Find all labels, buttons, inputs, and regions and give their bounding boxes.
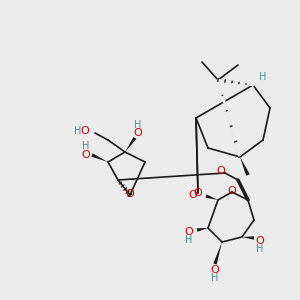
Text: H: H	[259, 72, 267, 82]
Text: H: H	[74, 126, 81, 136]
Text: O: O	[134, 128, 142, 138]
Text: H: H	[134, 120, 142, 130]
Text: O: O	[82, 150, 90, 160]
Text: O: O	[80, 126, 89, 136]
Polygon shape	[91, 153, 108, 162]
Text: O: O	[211, 265, 219, 275]
Polygon shape	[240, 157, 250, 176]
Polygon shape	[242, 236, 254, 240]
Text: O: O	[184, 227, 194, 237]
Text: H: H	[211, 273, 219, 283]
Text: O: O	[217, 166, 225, 176]
Text: O: O	[189, 190, 197, 200]
Polygon shape	[206, 194, 218, 200]
Polygon shape	[213, 242, 222, 265]
Text: O: O	[194, 188, 202, 198]
Text: H: H	[82, 141, 90, 151]
Text: O: O	[256, 236, 264, 246]
Polygon shape	[197, 228, 208, 232]
Polygon shape	[125, 137, 136, 152]
Text: O: O	[126, 189, 134, 199]
Text: O: O	[228, 186, 236, 196]
Text: H: H	[185, 235, 193, 245]
Text: H: H	[256, 244, 264, 254]
